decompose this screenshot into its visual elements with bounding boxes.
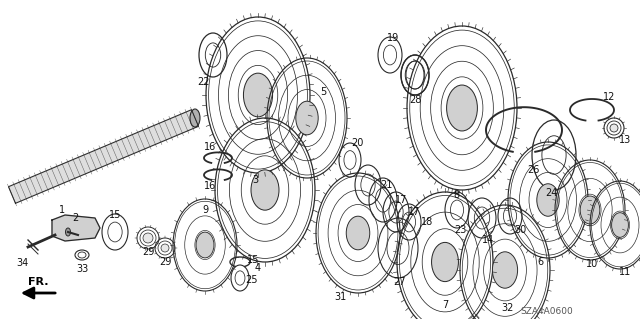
- Text: 27: 27: [394, 277, 406, 287]
- Text: 32: 32: [502, 303, 514, 313]
- Ellipse shape: [537, 184, 559, 216]
- Text: 4: 4: [255, 263, 261, 273]
- Text: 28: 28: [409, 95, 421, 105]
- Text: 19: 19: [387, 33, 399, 43]
- Text: 16: 16: [204, 181, 216, 191]
- Ellipse shape: [346, 216, 370, 250]
- Text: 21: 21: [380, 180, 392, 190]
- Ellipse shape: [447, 85, 477, 131]
- Text: 25: 25: [246, 275, 259, 285]
- Text: FR.: FR.: [28, 277, 49, 287]
- Text: 30: 30: [514, 225, 526, 235]
- Text: 5: 5: [320, 87, 326, 97]
- Text: 3: 3: [252, 175, 258, 185]
- Polygon shape: [8, 110, 198, 203]
- Polygon shape: [52, 215, 100, 241]
- Text: 26: 26: [527, 165, 539, 175]
- Text: 2: 2: [72, 213, 78, 223]
- Text: 6: 6: [537, 257, 543, 267]
- Text: 29: 29: [142, 247, 154, 257]
- Text: 16: 16: [204, 142, 216, 152]
- Ellipse shape: [190, 109, 200, 127]
- Text: 34: 34: [16, 258, 28, 268]
- Text: 31: 31: [334, 292, 346, 302]
- Text: SZA4A0600: SZA4A0600: [520, 308, 573, 316]
- Text: 24: 24: [545, 188, 557, 198]
- Text: 10: 10: [586, 259, 598, 269]
- Ellipse shape: [196, 232, 214, 258]
- Text: 1: 1: [59, 205, 65, 215]
- Ellipse shape: [612, 213, 628, 237]
- Ellipse shape: [580, 196, 600, 224]
- Text: 17: 17: [395, 195, 407, 205]
- Text: 8: 8: [453, 190, 459, 200]
- Text: 18: 18: [421, 217, 433, 227]
- Text: 17: 17: [408, 207, 420, 217]
- Text: 9: 9: [202, 205, 208, 215]
- Ellipse shape: [431, 242, 458, 282]
- Text: 33: 33: [76, 264, 88, 274]
- Text: 12: 12: [603, 92, 615, 102]
- Text: 13: 13: [619, 135, 631, 145]
- Text: 15: 15: [109, 210, 121, 220]
- Text: 7: 7: [442, 300, 448, 310]
- Ellipse shape: [65, 228, 70, 236]
- Ellipse shape: [296, 101, 318, 135]
- Text: 22: 22: [198, 77, 211, 87]
- Ellipse shape: [492, 252, 518, 288]
- Text: 11: 11: [619, 267, 631, 277]
- Ellipse shape: [243, 73, 273, 117]
- Circle shape: [143, 233, 153, 243]
- Text: 20: 20: [351, 138, 363, 148]
- Text: 14: 14: [482, 235, 494, 245]
- Text: 15: 15: [247, 255, 259, 265]
- Ellipse shape: [251, 170, 279, 210]
- Circle shape: [161, 244, 169, 252]
- Text: 29: 29: [159, 257, 171, 267]
- Circle shape: [610, 124, 618, 132]
- Text: 23: 23: [454, 225, 466, 235]
